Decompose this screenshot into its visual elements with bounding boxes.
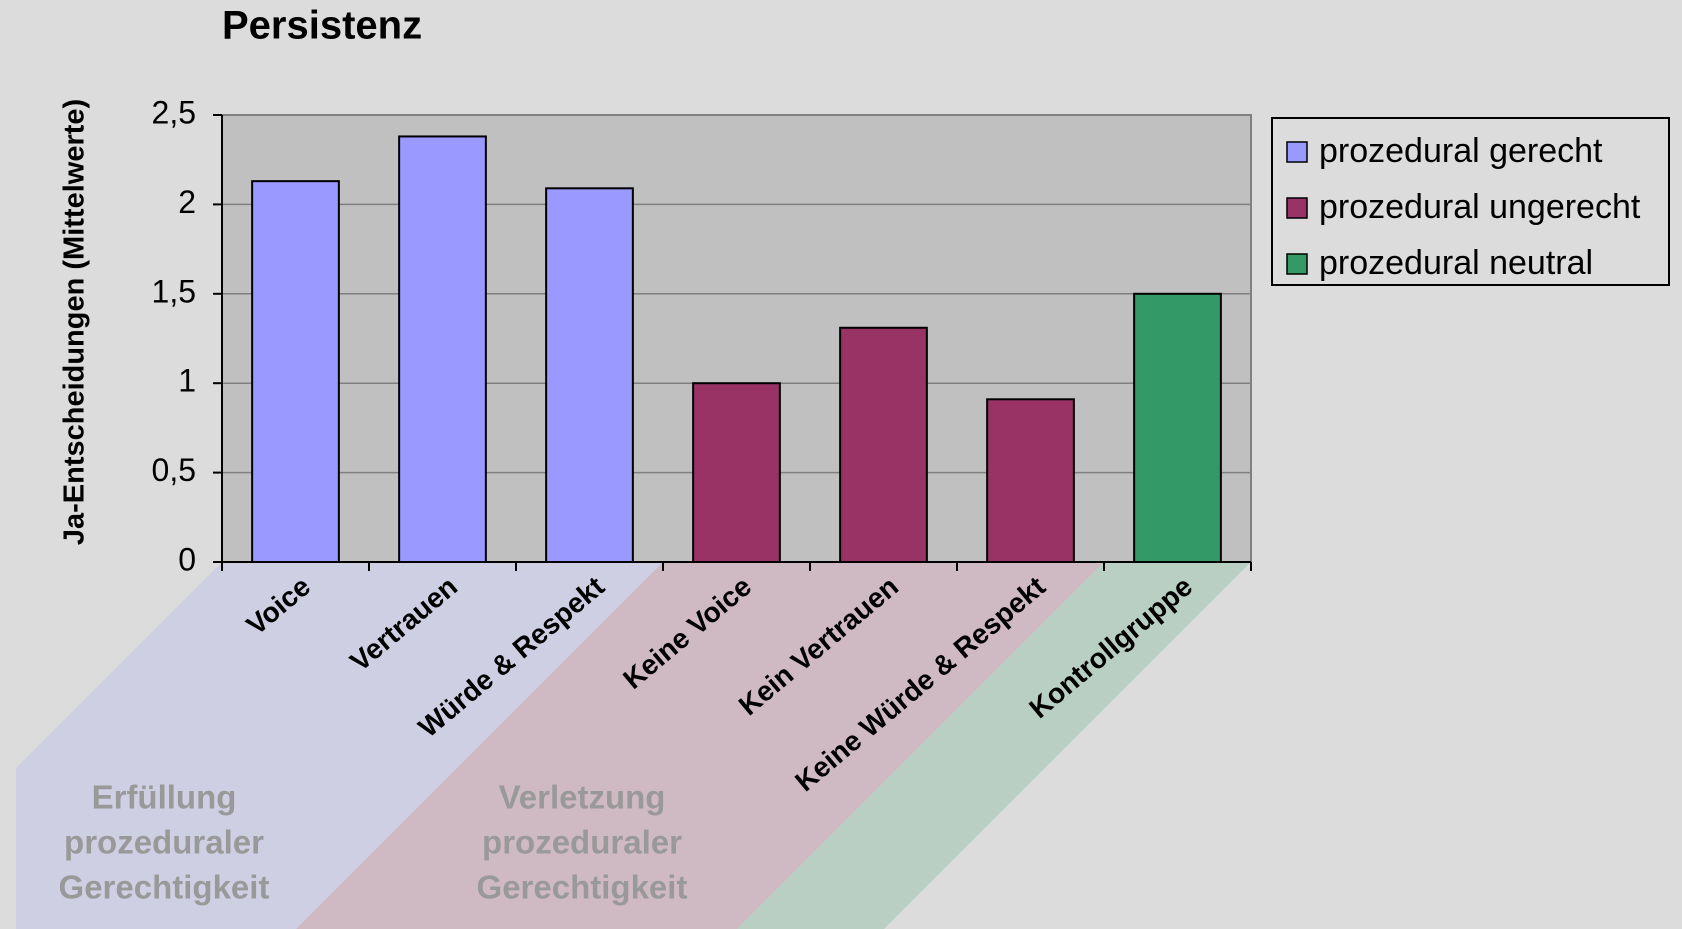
bar: [398, 135, 487, 563]
legend-label: prozedural ungerecht: [1319, 188, 1641, 226]
y-tick-label: 2: [178, 184, 196, 220]
bar: [545, 187, 634, 563]
y-tick-label: 1: [178, 363, 196, 399]
y-axis-label: Ja-Entscheidungen (Mittelwerte): [59, 99, 91, 545]
bar: [986, 398, 1075, 563]
group-label: prozeduraler: [64, 824, 264, 861]
legend-swatch: [1286, 253, 1308, 275]
bar: [251, 180, 340, 563]
y-tick-label: 0,5: [152, 452, 196, 488]
group-label: Verletzung: [499, 779, 666, 816]
legend-box: [1271, 117, 1670, 286]
chart-title: Persistenz: [222, 4, 422, 48]
group-label: Gerechtigkeit: [477, 869, 688, 906]
legend-swatch: [1286, 197, 1308, 219]
group-band: [296, 562, 1104, 929]
group-label: Erfüllung: [92, 779, 237, 816]
group-band: [737, 562, 1251, 929]
legend-swatch: [1286, 141, 1308, 163]
bar: [839, 326, 928, 563]
bar: [1133, 292, 1222, 563]
y-tick-label: 2,5: [152, 94, 196, 130]
y-tick-label: 1,5: [152, 273, 196, 309]
legend-label: prozedural neutral: [1319, 244, 1593, 282]
group-band: [16, 562, 663, 929]
y-tick-label: 0: [178, 541, 196, 577]
group-bands: [16, 562, 1251, 929]
bar: [692, 382, 781, 564]
group-label: prozeduraler: [482, 824, 682, 861]
legend-label: prozedural gerecht: [1319, 132, 1603, 170]
group-label: Gerechtigkeit: [59, 869, 270, 906]
